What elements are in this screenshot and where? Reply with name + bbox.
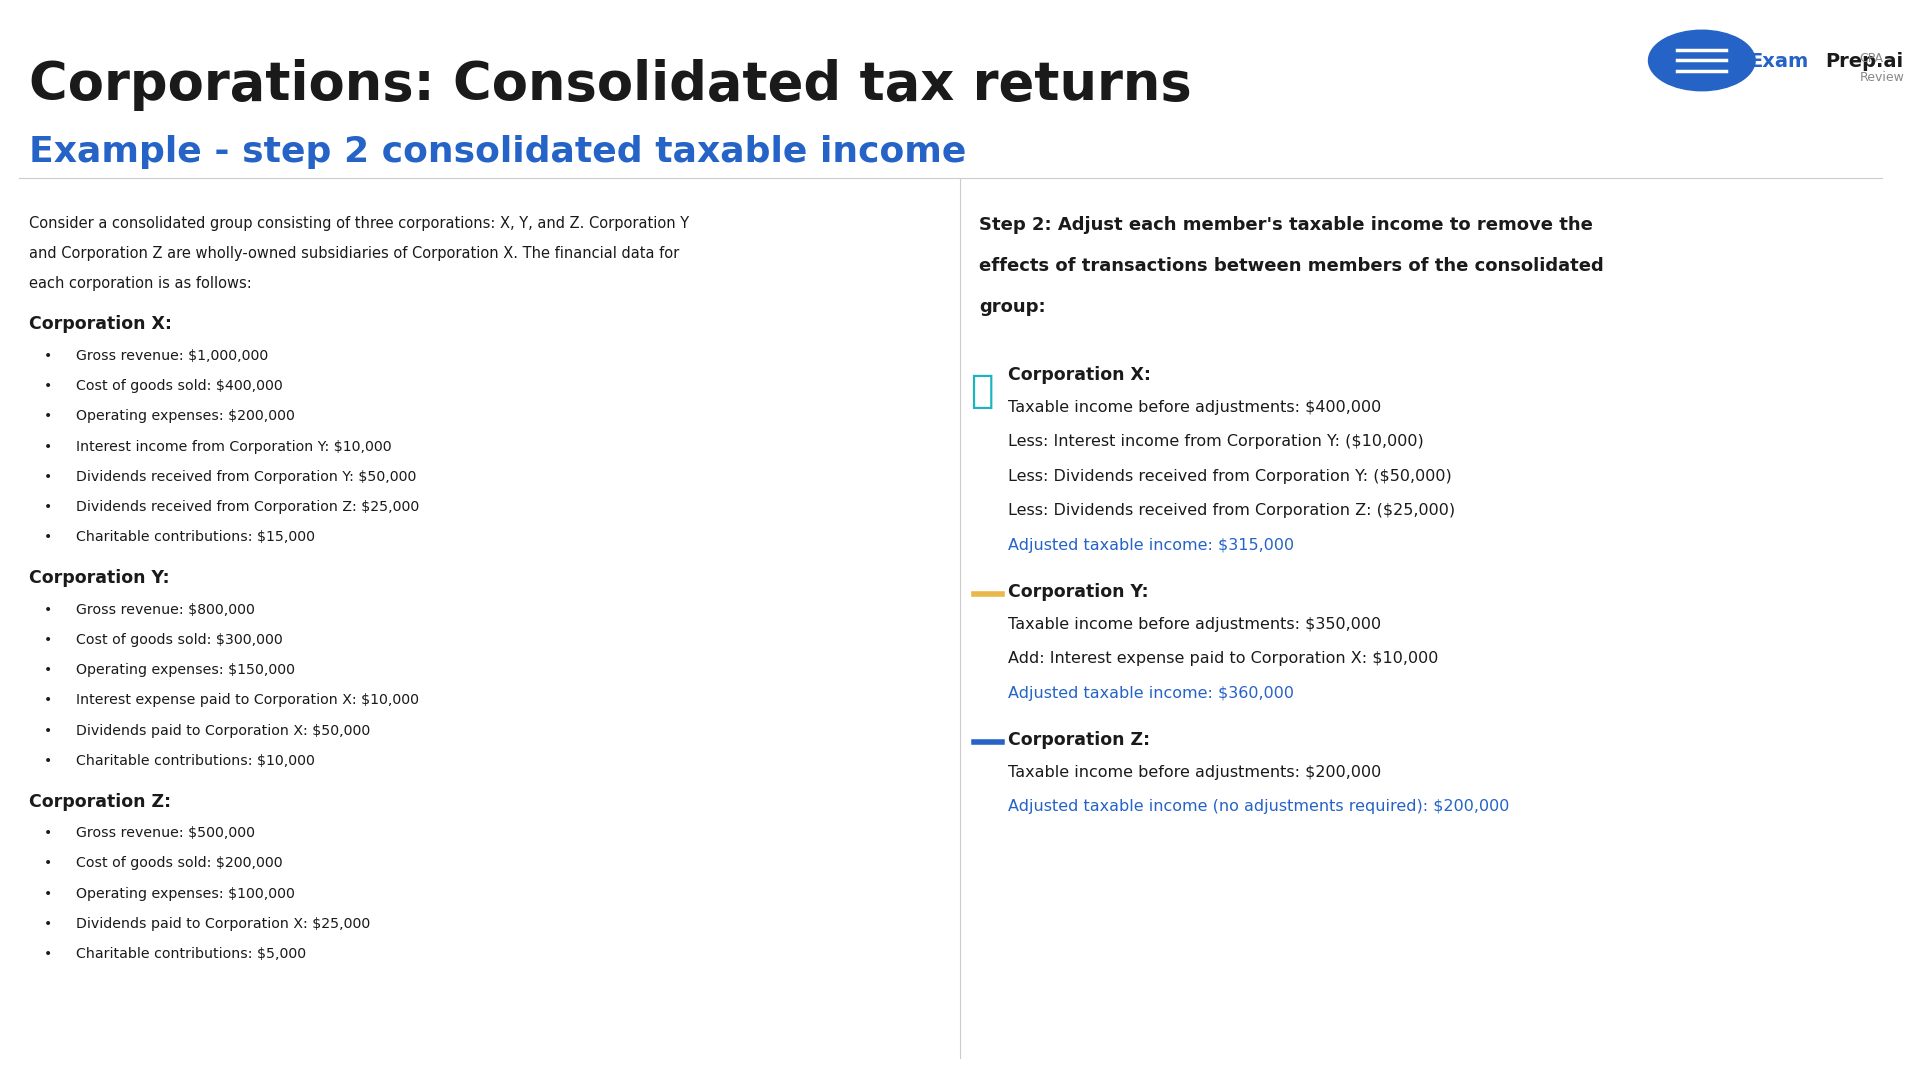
Text: effects of transactions between members of the consolidated: effects of transactions between members …	[979, 257, 1603, 275]
Text: •: •	[44, 724, 52, 738]
Text: Gross revenue: $500,000: Gross revenue: $500,000	[77, 826, 255, 840]
Text: •: •	[44, 663, 52, 677]
Text: Operating expenses: $100,000: Operating expenses: $100,000	[77, 887, 296, 901]
Text: •: •	[44, 754, 52, 768]
Text: •: •	[44, 440, 52, 454]
Text: Example - step 2 consolidated taxable income: Example - step 2 consolidated taxable in…	[29, 135, 966, 168]
Text: Less: Interest income from Corporation Y: ($10,000): Less: Interest income from Corporation Y…	[1008, 434, 1423, 449]
Text: Corporations: Consolidated tax returns: Corporations: Consolidated tax returns	[29, 59, 1190, 111]
Text: Interest income from Corporation Y: $10,000: Interest income from Corporation Y: $10,…	[77, 440, 392, 454]
Text: Gross revenue: $800,000: Gross revenue: $800,000	[77, 603, 255, 617]
Text: Review: Review	[1860, 71, 1905, 84]
Text: •: •	[44, 826, 52, 840]
Text: and Corporation Z are wholly-owned subsidiaries of Corporation X. The financial : and Corporation Z are wholly-owned subsi…	[29, 246, 680, 261]
Text: Adjusted taxable income (no adjustments required): $200,000: Adjusted taxable income (no adjustments …	[1008, 799, 1509, 814]
Text: CPA: CPA	[1860, 52, 1884, 65]
Text: •: •	[44, 379, 52, 393]
Text: Corporation X:: Corporation X:	[29, 315, 171, 334]
Text: Taxable income before adjustments: $400,000: Taxable income before adjustments: $400,…	[1008, 400, 1380, 415]
Text: Dividends paid to Corporation X: $25,000: Dividends paid to Corporation X: $25,000	[77, 917, 371, 931]
Text: Exam: Exam	[1749, 52, 1809, 71]
Text: Adjusted taxable income: $315,000: Adjusted taxable income: $315,000	[1008, 538, 1294, 553]
Text: •: •	[44, 530, 52, 544]
Text: Corporation Z:: Corporation Z:	[1008, 731, 1150, 750]
Text: •: •	[44, 693, 52, 707]
Text: Corporation Z:: Corporation Z:	[29, 793, 171, 811]
Text: Step 2: Adjust each member's taxable income to remove the: Step 2: Adjust each member's taxable inc…	[979, 216, 1594, 234]
Text: •: •	[44, 603, 52, 617]
Text: Gross revenue: $1,000,000: Gross revenue: $1,000,000	[77, 349, 269, 363]
Text: Charitable contributions: $10,000: Charitable contributions: $10,000	[77, 754, 315, 768]
Text: •: •	[44, 887, 52, 901]
Circle shape	[1649, 30, 1755, 91]
Text: Less: Dividends received from Corporation Y: ($50,000): Less: Dividends received from Corporatio…	[1008, 469, 1452, 484]
Text: Dividends paid to Corporation X: $50,000: Dividends paid to Corporation X: $50,000	[77, 724, 371, 738]
Text: Interest expense paid to Corporation X: $10,000: Interest expense paid to Corporation X: …	[77, 693, 419, 707]
Text: Taxable income before adjustments: $200,000: Taxable income before adjustments: $200,…	[1008, 765, 1380, 780]
Text: •: •	[44, 856, 52, 870]
Text: Adjusted taxable income: $360,000: Adjusted taxable income: $360,000	[1008, 686, 1294, 701]
Text: •: •	[44, 349, 52, 363]
Text: Dividends received from Corporation Z: $25,000: Dividends received from Corporation Z: $…	[77, 500, 419, 514]
Text: •: •	[44, 633, 52, 647]
Text: Dividends received from Corporation Y: $50,000: Dividends received from Corporation Y: $…	[77, 470, 417, 484]
Text: Consider a consolidated group consisting of three corporations: X, Y, and Z. Cor: Consider a consolidated group consisting…	[29, 216, 689, 231]
Text: Cost of goods sold: $200,000: Cost of goods sold: $200,000	[77, 856, 282, 870]
Text: Charitable contributions: $15,000: Charitable contributions: $15,000	[77, 530, 315, 544]
Text: each corporation is as follows:: each corporation is as follows:	[29, 276, 252, 292]
Text: group:: group:	[979, 298, 1046, 316]
Text: Operating expenses: $150,000: Operating expenses: $150,000	[77, 663, 296, 677]
Text: •: •	[44, 500, 52, 514]
Text: •: •	[44, 917, 52, 931]
Text: Taxable income before adjustments: $350,000: Taxable income before adjustments: $350,…	[1008, 617, 1380, 632]
Text: Operating expenses: $200,000: Operating expenses: $200,000	[77, 409, 296, 423]
Text: •: •	[44, 409, 52, 423]
Text: Add: Interest expense paid to Corporation X: $10,000: Add: Interest expense paid to Corporatio…	[1008, 651, 1438, 666]
Text: Corporation Y:: Corporation Y:	[1008, 583, 1148, 602]
Text: Corporation Y:: Corporation Y:	[29, 569, 169, 588]
Text: Cost of goods sold: $300,000: Cost of goods sold: $300,000	[77, 633, 282, 647]
Text: ⸨: ⸨	[970, 372, 993, 409]
Text: •: •	[44, 470, 52, 484]
Text: Cost of goods sold: $400,000: Cost of goods sold: $400,000	[77, 379, 282, 393]
Text: Prep.ai: Prep.ai	[1826, 52, 1903, 71]
Text: Less: Dividends received from Corporation Z: ($25,000): Less: Dividends received from Corporatio…	[1008, 503, 1455, 518]
Text: Corporation X:: Corporation X:	[1008, 366, 1150, 384]
Text: •: •	[44, 947, 52, 961]
Text: Charitable contributions: $5,000: Charitable contributions: $5,000	[77, 947, 305, 961]
